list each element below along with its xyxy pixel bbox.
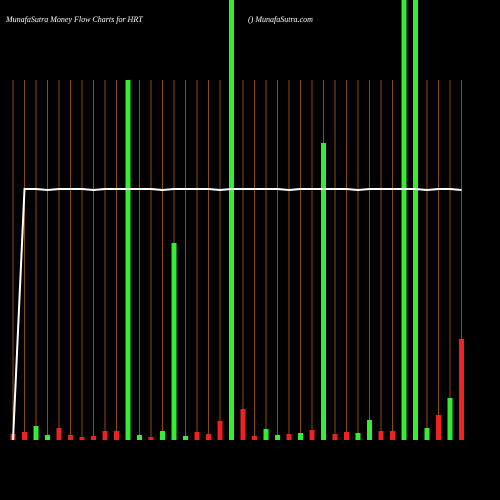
bar [68,435,73,440]
bar [447,398,453,440]
bar [390,431,395,440]
bar [286,434,292,440]
bar [160,431,165,440]
bar [413,0,418,440]
bar [45,435,50,440]
bar [91,436,96,440]
bar [275,435,280,440]
bar [321,143,326,440]
bar [217,421,223,440]
bar [309,430,315,440]
bar [171,243,177,440]
chart-title: MunafaSutra Money Flow Charts for HRT [5,15,143,24]
bar [33,426,39,440]
bar [22,432,27,440]
bar [56,428,62,440]
bar [79,437,85,440]
bar [252,436,257,440]
bar [355,433,361,440]
bar [378,431,384,440]
bar [436,415,441,440]
bar [148,437,154,440]
bar [344,432,349,440]
bar [229,0,234,440]
bar [298,433,303,440]
bar [137,435,142,440]
bar [401,0,407,440]
bar [114,431,119,440]
bar [240,409,246,440]
bar [263,429,269,440]
bar [183,436,188,440]
bar [459,339,464,440]
bar [367,420,372,440]
money-flow-line [12,188,462,441]
chart-subtitle: () MunafaSutra.com [248,15,313,24]
bar [332,434,338,440]
bar [102,431,108,440]
bar [424,428,430,440]
bar [206,434,211,440]
bar [194,432,200,440]
bar [125,80,131,440]
